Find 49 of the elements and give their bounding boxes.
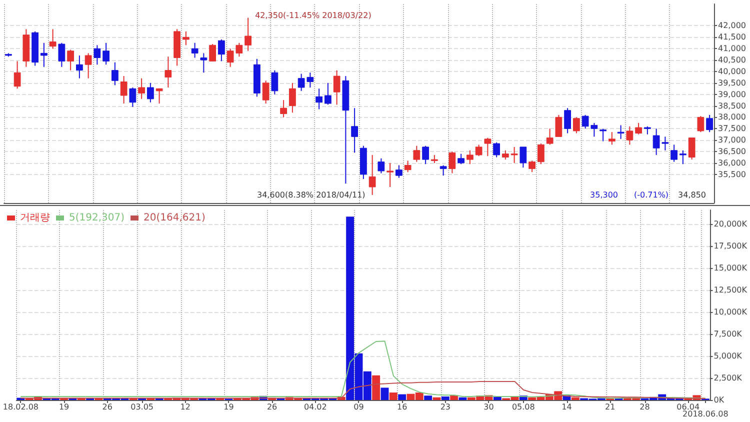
annotation: 35,300: [590, 190, 618, 200]
y-tick-label: 41,500: [718, 32, 746, 42]
x-tick-label: 16: [396, 402, 408, 412]
x-tick-label: 12: [180, 402, 190, 412]
y-tick-label: 42,000: [718, 21, 746, 30]
x-tick-label: 30: [484, 402, 494, 412]
y-tick-label: 41,000: [718, 44, 746, 54]
x-tick-label: 04.02: [304, 402, 327, 412]
x-tick-label: 28: [640, 402, 650, 412]
x-tick-label: 19: [58, 402, 70, 412]
y-tick-label: 40,500: [718, 56, 746, 65]
x-tick-label: 09: [354, 402, 364, 412]
x-tick-label: 26: [266, 402, 278, 412]
x-tick-label: 14: [562, 402, 572, 412]
y-tick-label: 35,500: [718, 170, 746, 179]
legend-label: 거래량: [20, 212, 50, 224]
y-tick-label: 12,500K: [714, 286, 748, 295]
y-tick-label: 2,500K: [714, 374, 743, 383]
x-tick-label: 23: [440, 402, 450, 412]
y-tick-label: 39,500: [718, 78, 746, 88]
y-tick-label: 39,000: [718, 90, 746, 99]
annotation: 34,850: [678, 190, 706, 200]
y-tick-label: 7,500K: [714, 330, 743, 339]
x-tick-label: 26: [102, 402, 112, 412]
y-tick-label: 36,500: [718, 147, 746, 156]
y-tick-label: 37,500: [718, 124, 746, 134]
x-tick-label: 18.02.08: [2, 402, 39, 412]
annotation: 34,600(8.38% 2018/04/11): [257, 190, 366, 200]
x-tick-label: 21: [604, 402, 616, 412]
x-tick-label: 03.05: [130, 402, 154, 412]
annotation: (-0.71%): [634, 190, 669, 200]
x-tick-label: 05.08: [512, 402, 535, 412]
y-tick-label: 5,000K: [714, 352, 743, 361]
y-tick-label: 37,000: [718, 136, 746, 145]
y-tick-label: 40,000: [718, 66, 746, 76]
x-tick-label: 2018.06.08: [682, 410, 728, 418]
y-tick-label: 17,500K: [714, 242, 748, 251]
y-tick-label: 20,000K: [714, 220, 748, 229]
annotation: 42,350(-11.45% 2018/03/22): [255, 11, 372, 20]
y-tick-label: 0K: [714, 396, 725, 404]
x-tick-label: 06.04: [676, 402, 700, 412]
y-tick-label: 38,000: [718, 112, 746, 122]
legend-label: 20(164,621): [144, 212, 206, 224]
y-tick-label: 15,000K: [714, 264, 748, 273]
legend-label: 5(192,307): [69, 212, 125, 224]
y-tick-label: 10,000K: [714, 308, 748, 317]
y-tick-label: 36,000: [718, 158, 746, 168]
y-tick-label: 38,500: [718, 101, 746, 110]
x-tick-label: 19: [224, 402, 234, 412]
